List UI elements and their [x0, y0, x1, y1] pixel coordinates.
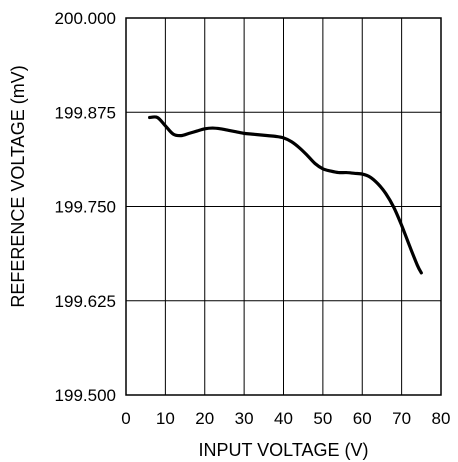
- x-tick-label: 30: [235, 409, 254, 428]
- x-tick-label: 80: [432, 409, 451, 428]
- x-tick-label: 20: [195, 409, 214, 428]
- y-axis-label: REFERENCE VOLTAGE (mV): [8, 65, 28, 307]
- y-tick-labels: 199.500 199.625 199.750 199.875 200.000: [55, 9, 116, 405]
- series-group: [148, 115, 423, 275]
- x-tick-label: 40: [274, 409, 293, 428]
- y-tick-label: 199.500: [55, 386, 116, 405]
- y-tick-label: 199.625: [55, 292, 116, 311]
- x-tick-labels: 0 10 20 30 40 50 60 70 80: [121, 409, 450, 428]
- series-line: [148, 115, 423, 275]
- y-tick-label: 199.750: [55, 198, 116, 217]
- x-axis-label: INPUT VOLTAGE (V): [198, 440, 368, 460]
- x-tick-label: 60: [353, 409, 372, 428]
- x-tick-label: 10: [156, 409, 175, 428]
- plot-frame: [125, 17, 442, 396]
- grid-lines: [126, 18, 441, 395]
- y-tick-label: 199.875: [55, 103, 116, 122]
- x-tick-label: 70: [392, 409, 411, 428]
- x-tick-label: 0: [121, 409, 130, 428]
- x-tick-label: 50: [313, 409, 332, 428]
- y-tick-label: 200.000: [55, 9, 116, 28]
